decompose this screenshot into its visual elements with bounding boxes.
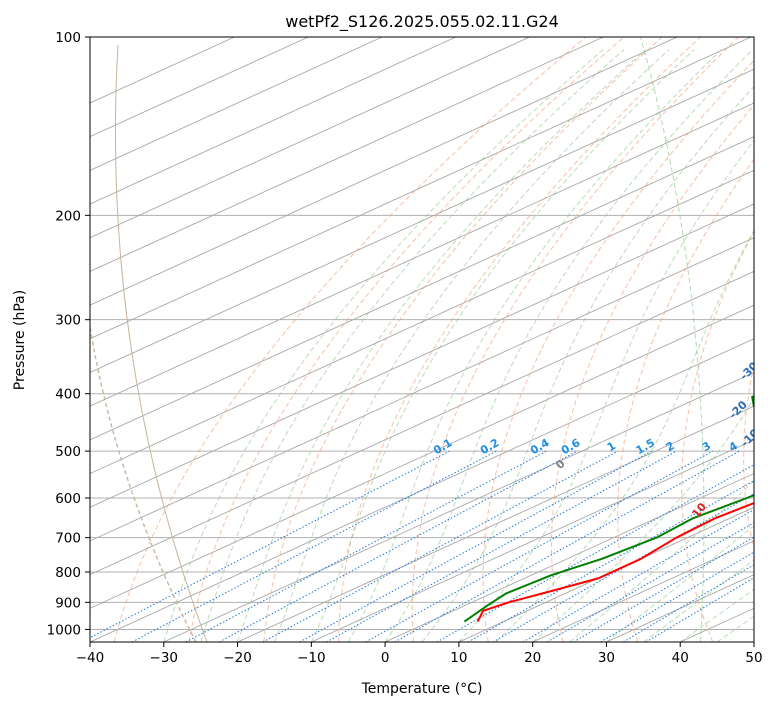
x-tick-label: −30 [150, 650, 179, 666]
y-tick-label: 900 [55, 595, 81, 611]
mixing-ratio-line [546, 522, 754, 642]
dry-adiabat-line [188, 37, 625, 642]
moist-adiabat-line [347, 49, 722, 642]
mixing-ratio-line [218, 450, 578, 642]
overlay-arc [90, 37, 197, 642]
isotherm-line [311, 439, 754, 642]
x-tick-label: 30 [598, 650, 615, 666]
isotherm-gridlines [90, 37, 754, 642]
y-tick-label: 400 [55, 387, 81, 403]
moist-adiabat-line [200, 49, 625, 642]
mixing-ratio-line [185, 450, 547, 642]
mixing-ratio-line [365, 450, 714, 642]
y-tick-label: 500 [55, 444, 81, 460]
isotherm-line [90, 37, 604, 272]
x-tick-label: −40 [76, 650, 105, 666]
isobar-gridlines [90, 37, 754, 630]
mixing-ratio-line [436, 464, 754, 642]
isotherm-line [163, 371, 754, 642]
dry-adiabat-line [743, 362, 754, 552]
plot-frame [89, 36, 755, 643]
y-axis-label: Pressure (hPa) [12, 290, 28, 390]
isotherm-line [90, 270, 754, 576]
mixing-ratio-line [262, 450, 619, 642]
overlay-arc [640, 37, 705, 642]
x-tick-label: −10 [297, 650, 326, 666]
isotherm-line [237, 405, 754, 642]
isotherm-line [90, 304, 754, 609]
isotherm-line [90, 169, 754, 475]
y-tick-label: 800 [55, 565, 81, 581]
mixing-ratio-line [394, 450, 740, 642]
dry-adiabat-line [113, 37, 587, 642]
isotherm-line [90, 237, 754, 542]
isotherm-line [90, 37, 383, 171]
dry-adiabat-line [411, 37, 739, 642]
x-axis-ticks: −40 −30 −20 −10 0 10 20 30 40 50 [76, 642, 763, 666]
x-tick-label: 20 [524, 650, 541, 666]
dry-adiabats [113, 37, 754, 642]
dry-adiabat-line [482, 59, 754, 642]
moist-adiabats [163, 49, 754, 642]
moist-adiabat-line [310, 49, 695, 642]
moist-adiabat-line [163, 49, 604, 642]
mixing-ratio-line [90, 450, 450, 639]
moist-adiabat-line [532, 396, 754, 642]
moist-adiabat-line [384, 49, 754, 642]
sounding-series-line [463, 395, 754, 623]
y-tick-label: 100 [55, 30, 81, 46]
isotherm-line [90, 338, 754, 642]
x-tick-label: 0 [381, 650, 390, 666]
y-tick-label: 700 [55, 531, 81, 547]
dry-adiabat-line [681, 230, 754, 642]
plot-area [90, 37, 754, 642]
y-tick-label: 300 [55, 313, 81, 329]
isotherm-line [90, 37, 530, 239]
isotherm-line [458, 506, 754, 642]
moist-adiabat-line [606, 525, 754, 642]
dry-adiabat-line [263, 37, 663, 642]
isotherm-line [90, 102, 754, 407]
moist-adiabat-line [237, 49, 647, 642]
moist-adiabat-line [495, 229, 754, 642]
x-tick-label: 50 [745, 650, 762, 666]
isotherm-line [90, 37, 457, 205]
y-tick-label: 200 [55, 208, 81, 224]
y-tick-label: 600 [55, 491, 81, 507]
mixing-ratio-line [467, 480, 754, 642]
moist-adiabat-line [273, 49, 670, 642]
moist-adiabat-line [421, 85, 754, 642]
x-tick-label: −20 [223, 650, 252, 666]
mixing-ratio-line [522, 509, 754, 642]
isotherm-line [90, 37, 752, 340]
x-tick-label: 40 [672, 650, 689, 666]
isotherm-line [90, 37, 678, 306]
isotherm-line [90, 136, 754, 441]
moist-adiabat-line [458, 139, 754, 642]
sounding-profiles [463, 395, 754, 623]
mixing-ratio-line [299, 450, 653, 642]
overlay-arcs [90, 37, 705, 642]
y-tick-label: 1000 [47, 622, 81, 638]
dry-adiabat-line [338, 37, 701, 642]
isotherm-line [90, 203, 754, 508]
isotherm-line [532, 540, 754, 642]
overlay-arc [115, 44, 208, 642]
y-axis-ticks: 100 200 300 400 500 600 700 800 900 1000 [47, 30, 90, 638]
chart-title: wetPf2_S126.2025.055.02.11.G24 [285, 12, 559, 32]
isotherm-line [384, 473, 754, 642]
x-tick-label: 10 [450, 650, 467, 666]
x-axis-label: Temperature (°C) [361, 681, 483, 697]
mixing-ratio-line [573, 536, 754, 642]
isotherm-line [90, 68, 754, 373]
sounding-series-line [476, 501, 754, 623]
